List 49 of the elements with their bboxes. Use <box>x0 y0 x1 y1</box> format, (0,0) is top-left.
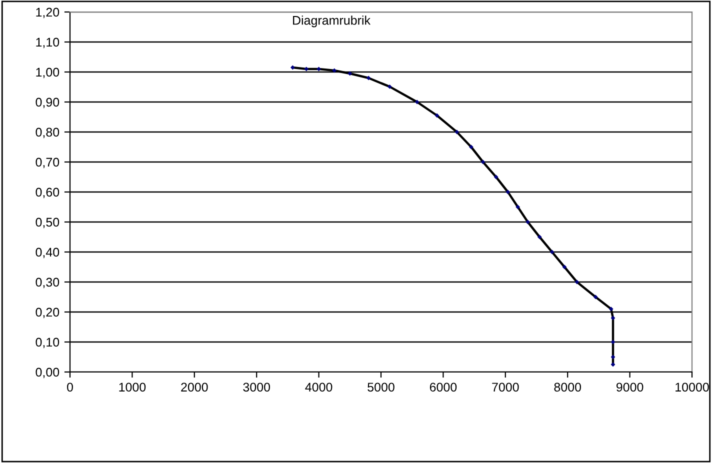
x-tick-label: 5000 <box>368 382 394 392</box>
x-tick-label: 0 <box>67 382 73 392</box>
point <box>454 130 460 134</box>
point <box>574 280 580 284</box>
point <box>494 174 498 180</box>
point <box>434 113 440 118</box>
y-tick-label: 0,20 <box>36 308 60 318</box>
point <box>480 160 486 164</box>
point <box>610 340 616 344</box>
x-tick-label: 6000 <box>430 382 457 392</box>
point <box>304 66 309 72</box>
point <box>290 65 295 70</box>
point <box>537 234 542 240</box>
x-tick-label: 8000 <box>554 382 582 392</box>
y-tick-label: 0,90 <box>36 98 60 108</box>
y-tick-label: 0,30 <box>36 278 60 288</box>
y-tick-label: 0,10 <box>36 338 60 348</box>
y-tick-label: 0,80 <box>36 128 60 138</box>
y-tick-label: 1,20 <box>36 8 60 18</box>
point <box>610 354 616 360</box>
y-tick-label: 1,10 <box>36 38 60 48</box>
y-tick-label: 0,40 <box>36 248 60 258</box>
x-tick-label: 9000 <box>616 382 644 392</box>
point <box>414 100 420 104</box>
x-tick-label: 4000 <box>305 382 332 392</box>
y-tick-label: 0,60 <box>36 188 60 198</box>
point <box>550 250 554 254</box>
point <box>348 71 352 76</box>
x-tick-label: 2000 <box>181 382 208 392</box>
point <box>610 362 616 367</box>
point <box>593 294 598 300</box>
point <box>562 264 567 270</box>
point <box>610 316 616 320</box>
point <box>516 204 520 210</box>
x-tick-label: 10000 <box>676 382 709 392</box>
y-tick-label: 0,70 <box>36 158 60 168</box>
point <box>608 306 614 312</box>
point <box>332 68 337 73</box>
point <box>468 144 474 150</box>
x-tick-label: 1000 <box>119 382 146 392</box>
x-tick-label: 3000 <box>243 382 270 392</box>
point <box>506 190 510 194</box>
y-tick-label: 0,50 <box>36 218 60 228</box>
y-tick-label: 1,00 <box>36 68 60 78</box>
y-tick-label: 0,00 <box>36 368 60 378</box>
point <box>366 76 371 80</box>
point <box>388 84 392 89</box>
x-tick-label: 7000 <box>492 382 519 392</box>
chart-title: Diagramrubrik <box>293 16 371 28</box>
